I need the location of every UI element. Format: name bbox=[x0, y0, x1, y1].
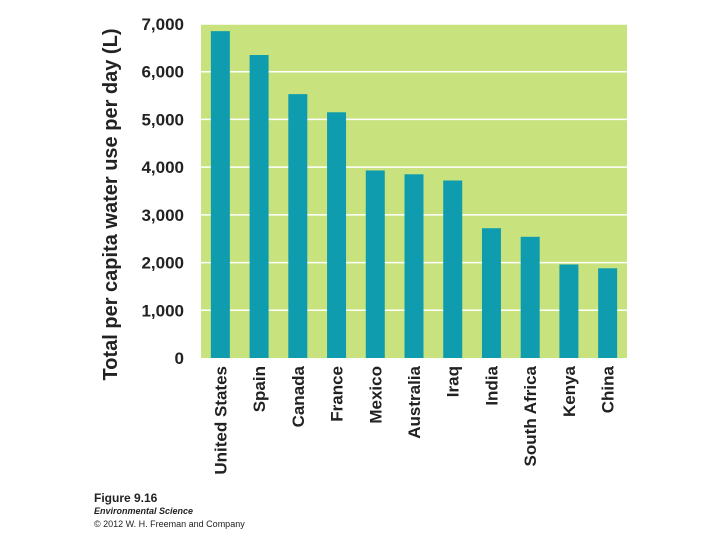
y-tick-label: 6,000 bbox=[141, 63, 184, 82]
figure-caption: Figure 9.16 Environmental Science © 2012… bbox=[94, 492, 245, 531]
category-label: United States bbox=[211, 366, 230, 475]
y-tick-label: 3,000 bbox=[141, 206, 184, 225]
y-tick-label: 7,000 bbox=[141, 15, 184, 34]
bars bbox=[210, 31, 618, 359]
y-tick-label: 5,000 bbox=[141, 110, 184, 129]
bar-canada bbox=[288, 94, 308, 358]
copyright-notice: © 2012 W. H. Freeman and Company bbox=[94, 519, 245, 529]
bar-south-africa bbox=[520, 236, 540, 358]
category-label: India bbox=[482, 365, 501, 405]
bar-france bbox=[327, 112, 347, 359]
category-label: France bbox=[328, 366, 347, 422]
y-tick-label: 0 bbox=[175, 349, 184, 368]
category-label: Iraq bbox=[444, 366, 463, 397]
bar-spain bbox=[249, 55, 269, 359]
y-tick-label: 2,000 bbox=[141, 254, 184, 273]
category-label: Spain bbox=[250, 366, 269, 412]
bar-india bbox=[481, 228, 501, 358]
category-label: Mexico bbox=[366, 366, 385, 424]
category-label: China bbox=[599, 365, 618, 413]
bar-australia bbox=[404, 174, 424, 358]
bar-iraq bbox=[443, 180, 463, 358]
bar-mexico bbox=[365, 170, 385, 358]
bar-kenya bbox=[559, 264, 579, 358]
book-title: Environmental Science bbox=[94, 506, 194, 516]
figure-number: Figure 9.16 bbox=[94, 491, 158, 505]
category-label: Canada bbox=[289, 365, 308, 427]
y-tick-label: 4,000 bbox=[141, 158, 184, 177]
y-axis-label: Total per capita water use per day (L) bbox=[100, 29, 122, 381]
category-labels: United States Spain Canada France Mexico Aust… bbox=[211, 365, 617, 474]
bar-china bbox=[598, 268, 618, 358]
y-tick-labels: 0 1,000 2,000 3,000 4,000 5,000 6,000 7,000 bbox=[141, 15, 184, 368]
y-tick-label: 1,000 bbox=[141, 301, 184, 320]
category-label: Australia bbox=[405, 365, 424, 438]
category-label: Kenya bbox=[560, 365, 579, 417]
category-label: South Africa bbox=[521, 365, 540, 466]
bar-united-states bbox=[210, 31, 230, 359]
